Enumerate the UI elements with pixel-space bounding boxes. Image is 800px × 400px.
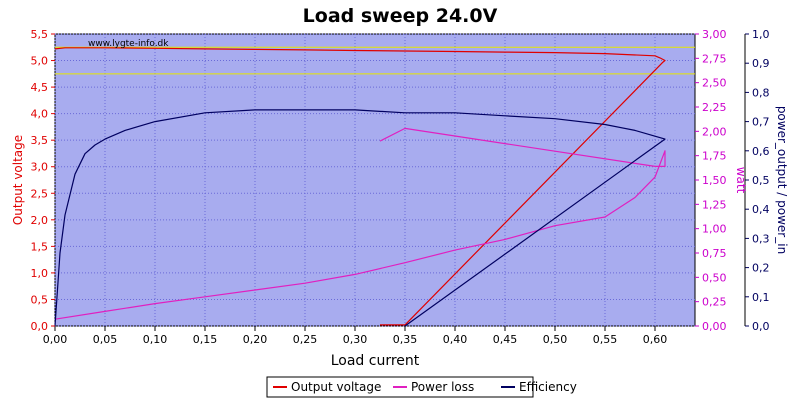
y-right1-tick-label: 2,75 <box>702 52 727 65</box>
y-right2-tick-label: 1,0 <box>752 28 770 41</box>
y-right2-tick-label: 0,8 <box>752 86 770 99</box>
y-left-tick-label: 1,0 <box>31 267 49 280</box>
x-tick-label: 0,20 <box>243 333 268 346</box>
y-right1-tick-label: 1,00 <box>702 223 727 236</box>
y-right1-tick-label: 3,00 <box>702 28 727 41</box>
reference-lines <box>55 46 695 75</box>
y-right2-tick-label: 0,4 <box>752 203 770 216</box>
y-right2-tick-label: 0,1 <box>752 291 770 304</box>
y-right2-axis-label: power_output / power_in <box>775 106 789 254</box>
watermark: www.lygte-info.dk <box>88 39 169 49</box>
x-tick-label: 0,35 <box>393 333 418 346</box>
x-tick-label: 0,40 <box>443 333 468 346</box>
y-right2-tick-label: 0,6 <box>752 145 770 158</box>
y-left-tick-label: 5,5 <box>31 28 49 41</box>
y-right1-axis-label: watt <box>734 167 748 194</box>
y-left-tick-label: 2,0 <box>31 214 49 227</box>
y-left-tick-label: 2,5 <box>31 187 49 200</box>
y-left-tick-label: 0,5 <box>31 293 49 306</box>
chart-title: Load sweep 24.0V <box>303 5 498 27</box>
legend-label: Power loss <box>411 380 474 394</box>
y-right1-tick-label: 0,75 <box>702 247 727 260</box>
y-right1-tick-label: 2,25 <box>702 101 727 114</box>
y-left-tick-label: 4,0 <box>31 108 49 121</box>
x-tick-label: 0,00 <box>43 333 68 346</box>
legend: Output voltage Power loss Efficiency <box>273 380 577 394</box>
x-tick-label: 0,55 <box>593 333 618 346</box>
series-line-efficiency <box>54 109 666 327</box>
y-left-tick-label: 3,0 <box>31 161 49 174</box>
x-tick-label: 0,45 <box>493 333 518 346</box>
x-tick-label: 0,10 <box>143 333 168 346</box>
x-tick-label: 0,15 <box>193 333 218 346</box>
x-axis-ticks: 0,00 0,05 0,10 0,15 0,20 0,25 0,30 0,35 0,40 0,45… <box>43 326 668 346</box>
y-left-axis-ticks: 0,0 0,5 1,0 1,5 2,0 2,5 3,0 3,5 4,0 4,5 5,0 5,5 <box>31 28 55 333</box>
y-right1-tick-label: 1,50 <box>702 174 727 187</box>
y-right2-tick-label: 0,9 <box>752 57 770 70</box>
series-line-power-loss <box>54 127 666 320</box>
x-tick-label: 0,05 <box>93 333 118 346</box>
series-lines <box>54 47 666 327</box>
x-tick-label: 0,60 <box>643 333 668 346</box>
y-right1-tick-label: 0,00 <box>702 320 727 333</box>
y-right1-tick-label: 0,50 <box>702 271 727 284</box>
y-right1-tick-label: 2,50 <box>702 77 727 90</box>
legend-label: Output voltage <box>291 380 381 394</box>
y-left-tick-label: 5,0 <box>31 55 49 68</box>
y-left-tick-label: 1,5 <box>31 240 49 253</box>
x-axis-label: Load current <box>331 353 420 369</box>
x-tick-label: 0,25 <box>293 333 318 346</box>
y-left-tick-label: 3,5 <box>31 134 49 147</box>
y-right1-axis-ticks: 0,00 0,25 0,50 0,75 1,00 1,25 1,50 1,75 2,00 2,25… <box>695 28 727 333</box>
y-left-axis-label: Output voltage <box>11 135 25 225</box>
y-right1-tick-label: 0,25 <box>702 296 727 309</box>
legend-label: Efficiency <box>519 380 577 394</box>
plot-area <box>54 33 696 327</box>
y-right2-tick-label: 0,0 <box>752 320 770 333</box>
y-left-tick-label: 4,5 <box>31 81 49 94</box>
y-right1-tick-label: 1,25 <box>702 198 727 211</box>
y-right2-tick-label: 0,5 <box>752 174 770 187</box>
y-right2-tick-label: 0,2 <box>752 262 770 275</box>
y-right1-tick-label: 2,00 <box>702 125 727 138</box>
x-tick-label: 0,30 <box>343 333 368 346</box>
x-tick-label: 0,50 <box>543 333 568 346</box>
y-right2-tick-label: 0,3 <box>752 232 770 245</box>
y-right2-tick-label: 0,7 <box>752 116 770 129</box>
y-right1-tick-label: 1,75 <box>702 150 727 163</box>
y-right2-axis-ticks: 0,0 0,1 0,2 0,3 0,4 0,5 0,6 0,7 0,8 0,9 1,0 <box>745 28 770 333</box>
series-line-output-voltage <box>54 47 666 326</box>
grid <box>54 33 695 327</box>
y-left-tick-label: 0,0 <box>31 320 49 333</box>
